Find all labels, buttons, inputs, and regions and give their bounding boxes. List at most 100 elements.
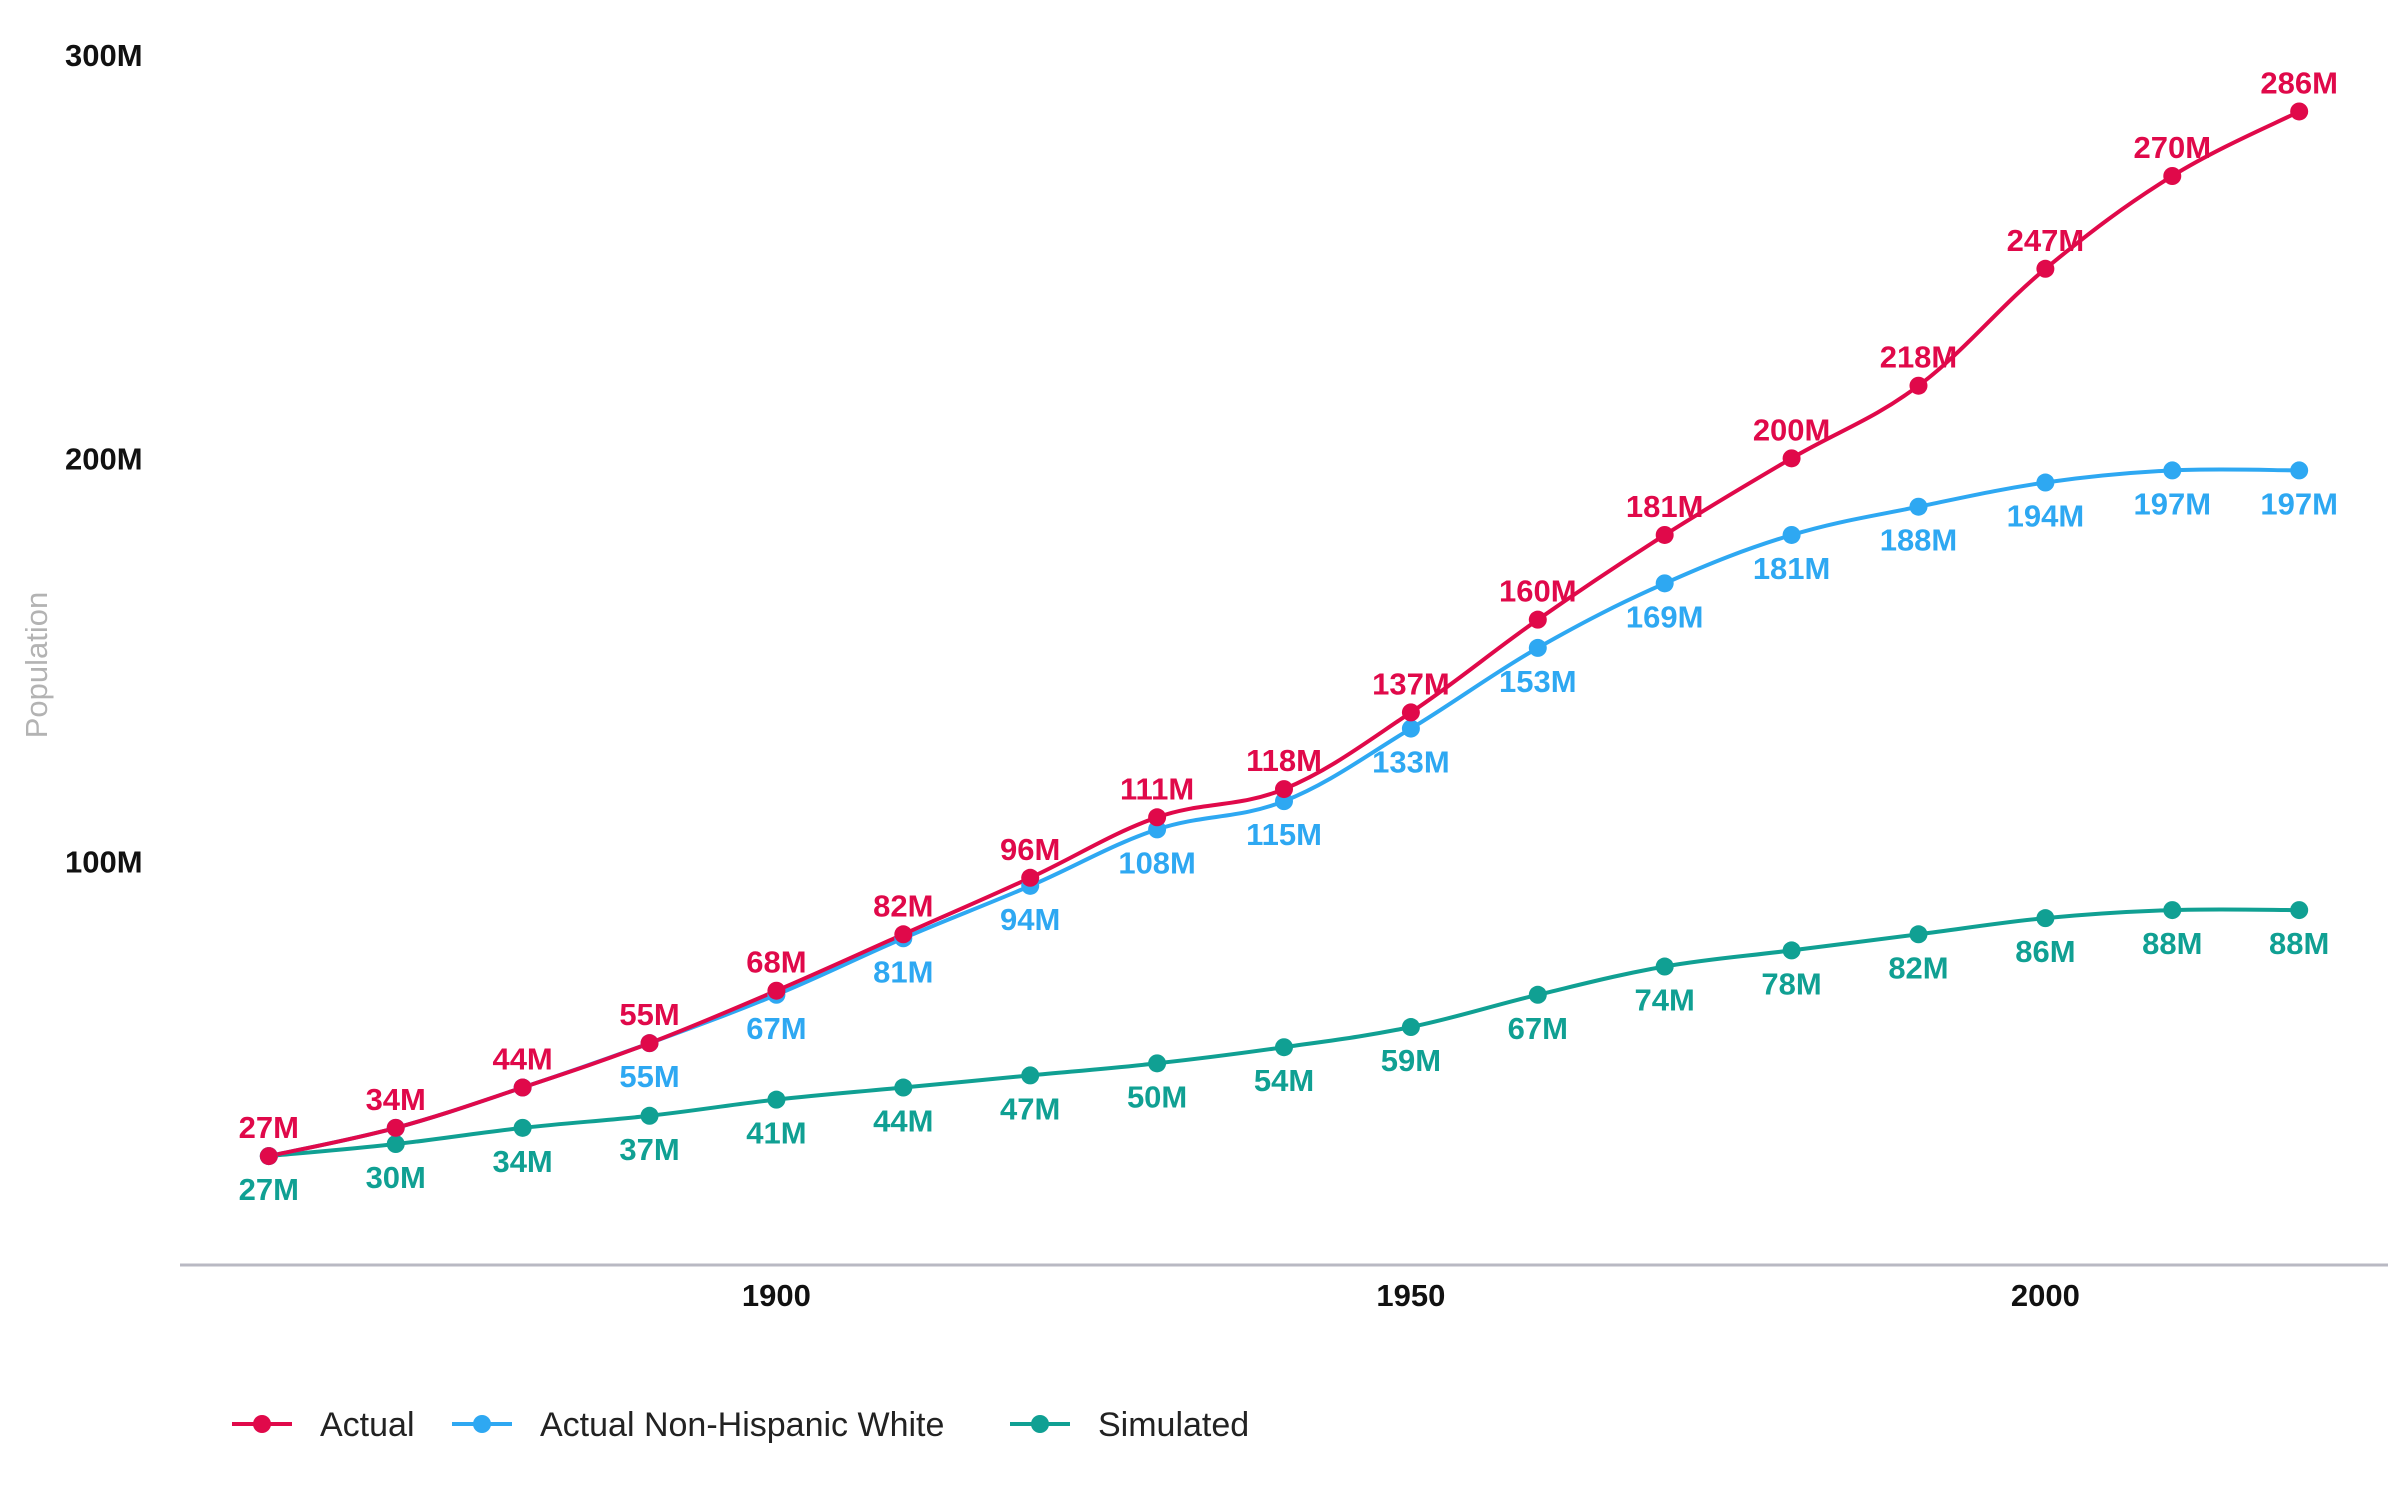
data-label: 34M: [492, 1144, 552, 1179]
data-label: 55M: [619, 1059, 679, 1094]
data-label: 188M: [1880, 523, 1958, 558]
data-point: [2163, 901, 2182, 920]
data-label: 44M: [873, 1104, 933, 1139]
data-point: [1782, 941, 1801, 960]
data-label: 111M: [1120, 771, 1194, 806]
data-point: [1021, 868, 1040, 887]
data-label: 118M: [1246, 743, 1322, 778]
data-label: 27M: [239, 1110, 299, 1145]
data-label: 34M: [366, 1082, 426, 1117]
data-label: 82M: [1888, 950, 1948, 985]
data-point: [2290, 461, 2309, 480]
data-point: [2036, 909, 2055, 928]
x-tick-labels: 1900 1950 2000: [742, 1278, 2080, 1313]
data-label: 286M: [2260, 65, 2338, 100]
data-point: [386, 1118, 405, 1137]
legend-marker-1: [473, 1415, 491, 1433]
data-label: 37M: [619, 1132, 679, 1167]
data-label: 137M: [1372, 666, 1450, 701]
data-label: 74M: [1635, 983, 1695, 1018]
y-axis-title: Population: [19, 592, 54, 739]
x-tick-label: 1950: [1376, 1278, 1445, 1313]
data-label: 247M: [2007, 223, 2085, 258]
data-label: 160M: [1499, 574, 1577, 609]
y-tick-label: 300M: [65, 38, 143, 73]
data-label: 169M: [1626, 599, 1704, 634]
data-label: 96M: [1000, 832, 1060, 867]
data-point: [1909, 925, 1928, 944]
data-point: [1909, 497, 1928, 516]
data-label: 41M: [746, 1116, 806, 1151]
data-point: [386, 1135, 405, 1153]
data-label: 194M: [2007, 499, 2085, 534]
data-point: [513, 1078, 532, 1097]
data-point: [894, 1078, 913, 1097]
data-point: [1275, 780, 1293, 799]
data-point: [640, 1034, 659, 1053]
legend-label-0: Actual: [320, 1406, 415, 1444]
data-label: 50M: [1127, 1079, 1187, 1114]
data-point: [1655, 525, 1674, 544]
data-label: 55M: [619, 997, 679, 1032]
data-label: 197M: [2260, 486, 2338, 521]
data-point: [1148, 1054, 1167, 1073]
legend-label-1: Actual Non-Hispanic White: [540, 1406, 944, 1444]
data-label: 197M: [2134, 486, 2212, 521]
data-point: [1401, 1018, 1420, 1037]
data-point: [513, 1118, 532, 1137]
data-label: 86M: [2015, 934, 2075, 969]
data-point: [2036, 473, 2055, 492]
data-label: 115M: [1246, 817, 1322, 852]
data-point: [640, 1106, 659, 1125]
data-point: [2163, 461, 2182, 480]
data-point: [1401, 703, 1420, 722]
data-label: 30M: [366, 1160, 426, 1195]
data-point: [2163, 167, 2182, 185]
data-label: 78M: [1761, 966, 1821, 1001]
data-label: 218M: [1880, 340, 1958, 375]
data-point: [1782, 525, 1801, 544]
legend-marker-2: [1031, 1415, 1049, 1433]
y-axis-title-group: Population: [19, 592, 54, 739]
data-label: 153M: [1499, 664, 1577, 699]
data-label: 54M: [1254, 1063, 1314, 1098]
legend: Actual Actual Non-Hispanic White Simulated: [232, 1406, 1249, 1444]
data-point: [2290, 901, 2309, 920]
data-label: 47M: [1000, 1091, 1060, 1126]
series-points: [259, 102, 2309, 1166]
data-label: 200M: [1753, 412, 1831, 447]
y-tick-labels: 100M 200M 300M: [65, 38, 143, 880]
x-tick-label: 1900: [742, 1278, 811, 1313]
data-label: 82M: [873, 888, 933, 923]
data-point: [1909, 376, 1928, 395]
data-label: 88M: [2269, 926, 2329, 961]
data-point: [767, 1090, 786, 1109]
data-point: [1275, 1038, 1293, 1057]
data-label: 27M: [239, 1172, 299, 1207]
legend-label-2: Simulated: [1098, 1406, 1249, 1444]
data-point: [259, 1147, 278, 1166]
data-label: 88M: [2142, 926, 2202, 961]
data-label: 133M: [1372, 745, 1450, 780]
data-point: [2036, 259, 2055, 278]
data-label: 68M: [746, 945, 806, 980]
data-point: [894, 925, 913, 944]
data-point: [1021, 1066, 1040, 1085]
data-point: [1655, 957, 1674, 976]
data-label: 270M: [2134, 130, 2212, 165]
y-tick-label: 100M: [65, 845, 143, 880]
data-label: 59M: [1381, 1043, 1441, 1078]
series-line-0: [266, 109, 2302, 1159]
data-label: 181M: [1626, 489, 1704, 524]
data-point: [1148, 808, 1167, 827]
data-point: [2290, 102, 2309, 121]
y-tick-label: 200M: [65, 441, 143, 476]
data-point: [1528, 638, 1547, 657]
legend-marker-0: [253, 1415, 271, 1433]
data-point: [1782, 449, 1801, 468]
data-label: 94M: [1000, 902, 1060, 937]
data-labels: 27M 34M 44M 55M 68M 82M 96M 111M 118M 137M 160M 181…: [239, 65, 2338, 1207]
data-label: 67M: [1508, 1011, 1568, 1046]
data-point: [1655, 574, 1674, 593]
